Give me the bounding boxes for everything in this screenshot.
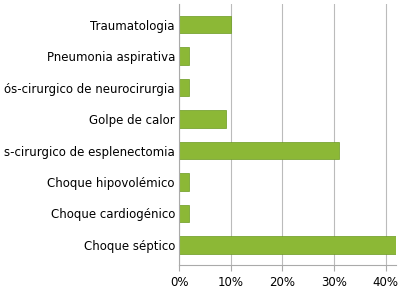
Bar bbox=[179, 173, 190, 191]
Bar bbox=[179, 110, 226, 128]
Bar bbox=[179, 205, 190, 222]
Bar bbox=[179, 79, 190, 96]
Bar bbox=[179, 16, 231, 33]
Bar bbox=[179, 142, 339, 159]
Bar bbox=[179, 236, 396, 253]
Bar bbox=[179, 47, 190, 65]
